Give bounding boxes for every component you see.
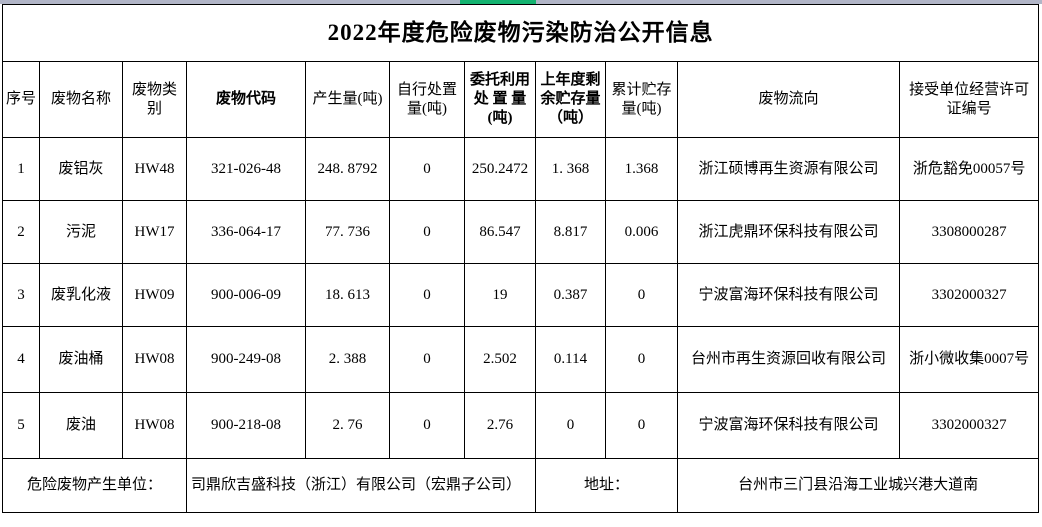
cell-entrusted-amount: 86.547 bbox=[464, 200, 536, 264]
cell-waste-category: HW08 bbox=[122, 326, 187, 393]
cell-produced-amount: 2. 388 bbox=[305, 326, 390, 393]
producer-value: 司鼎欣吉盛科技（浙江）有限公司（宏鼎子公司） bbox=[186, 458, 536, 513]
cell-index: 5 bbox=[2, 392, 40, 459]
cell-waste-flow: 台州市再生资源回收有限公司 bbox=[677, 326, 900, 393]
cell-license-number: 3302000327 bbox=[898, 392, 1040, 459]
table-row: 2 污泥 HW17 336-064-17 77. 736 0 86.547 8.… bbox=[2, 200, 1040, 264]
header-waste-category: 废物类别 bbox=[122, 61, 187, 138]
cell-waste-name: 废乳化液 bbox=[39, 263, 123, 327]
hazardous-waste-table: 2022年度危险废物污染防治公开信息 序号 废物名称 废物类别 废物代码 产生量… bbox=[1, 4, 1040, 513]
cell-entrusted-amount: 250.2472 bbox=[464, 137, 536, 201]
header-index: 序号 bbox=[2, 61, 40, 138]
cell-entrusted-amount: 19 bbox=[464, 263, 536, 327]
cell-license-number: 3308000287 bbox=[898, 200, 1040, 264]
cell-self-disposed-amount: 0 bbox=[389, 263, 465, 327]
cell-self-disposed-amount: 0 bbox=[389, 326, 465, 393]
cell-produced-amount: 18. 613 bbox=[305, 263, 390, 327]
address-label: 地址： bbox=[535, 458, 678, 513]
cell-cumulative-storage: 0 bbox=[605, 263, 678, 327]
header-produced-amount: 产生量(吨) bbox=[305, 61, 390, 138]
scrollbar-thumb bbox=[460, 0, 536, 4]
cell-waste-category: HW48 bbox=[122, 137, 187, 201]
cell-license-number: 浙小微收集0007号 bbox=[898, 326, 1040, 393]
header-self-disposed-amount: 自行处置量(吨) bbox=[389, 61, 465, 138]
cell-waste-flow: 浙江虎鼎环保科技有限公司 bbox=[677, 200, 900, 264]
cell-waste-code: 321-026-48 bbox=[186, 137, 306, 201]
cell-produced-amount: 248. 8792 bbox=[305, 137, 390, 201]
cell-index: 2 bbox=[2, 200, 40, 264]
cell-waste-flow: 浙江硕博再生资源有限公司 bbox=[677, 137, 900, 201]
table-row: 5 废油 HW08 900-218-08 2. 76 0 2.76 0 0 宁波… bbox=[2, 392, 1040, 459]
cell-prev-year-remaining: 0.114 bbox=[535, 326, 606, 393]
cell-license-number: 浙危豁免00057号 bbox=[898, 137, 1040, 201]
cell-entrusted-amount: 2.76 bbox=[464, 392, 536, 459]
cell-waste-flow: 宁波富海环保科技有限公司 bbox=[677, 263, 900, 327]
cell-cumulative-storage: 0 bbox=[605, 392, 678, 459]
cell-license-number: 3302000327 bbox=[898, 263, 1040, 327]
title-row: 2022年度危险废物污染防治公开信息 bbox=[1, 4, 1040, 62]
cell-self-disposed-amount: 0 bbox=[389, 200, 465, 264]
cell-waste-name: 污泥 bbox=[39, 200, 123, 264]
producer-label: 危险废物产生单位： bbox=[2, 458, 187, 513]
cell-waste-category: HW08 bbox=[122, 392, 187, 459]
cell-index: 1 bbox=[2, 137, 40, 201]
cell-waste-name: 废油 bbox=[39, 392, 123, 459]
header-waste-flow: 废物流向 bbox=[677, 61, 900, 138]
cell-self-disposed-amount: 0 bbox=[389, 137, 465, 201]
cell-waste-name: 废铝灰 bbox=[39, 137, 123, 201]
cell-cumulative-storage: 0 bbox=[605, 326, 678, 393]
cell-index: 3 bbox=[2, 263, 40, 327]
table-row: 1 废铝灰 HW48 321-026-48 248. 8792 0 250.24… bbox=[2, 137, 1040, 201]
header-license-number: 接受单位经营许可证编号 bbox=[898, 61, 1040, 138]
header-waste-name: 废物名称 bbox=[39, 61, 123, 138]
cell-index: 4 bbox=[2, 326, 40, 393]
table-row: 4 废油桶 HW08 900-249-08 2. 388 0 2.502 0.1… bbox=[2, 326, 1040, 393]
cell-waste-category: HW17 bbox=[122, 200, 187, 264]
cell-prev-year-remaining: 0.387 bbox=[535, 263, 606, 327]
header-row: 序号 废物名称 废物类别 废物代码 产生量(吨) 自行处置量(吨) 委托利用处 … bbox=[2, 61, 1040, 138]
cell-waste-code: 900-218-08 bbox=[186, 392, 306, 459]
header-cumulative-storage: 累计贮存量(吨) bbox=[605, 61, 678, 138]
cell-prev-year-remaining: 0 bbox=[535, 392, 606, 459]
cell-waste-flow: 宁波富海环保科技有限公司 bbox=[677, 392, 900, 459]
cell-waste-code: 900-006-09 bbox=[186, 263, 306, 327]
cell-produced-amount: 77. 736 bbox=[305, 200, 390, 264]
cell-cumulative-storage: 1.368 bbox=[605, 137, 678, 201]
cell-entrusted-amount: 2.502 bbox=[464, 326, 536, 393]
cell-waste-name: 废油桶 bbox=[39, 326, 123, 393]
header-entrusted-amount: 委托利用处 置 量(吨) bbox=[464, 61, 536, 138]
cell-waste-category: HW09 bbox=[122, 263, 187, 327]
cell-self-disposed-amount: 0 bbox=[389, 392, 465, 459]
header-prev-year-remaining: 上年度剩余贮存量（吨） bbox=[535, 61, 606, 138]
cell-cumulative-storage: 0.006 bbox=[605, 200, 678, 264]
address-value: 台州市三门县沿海工业城兴港大道南 bbox=[676, 458, 1040, 513]
top-edge-strip bbox=[0, 0, 1042, 4]
cell-produced-amount: 2. 76 bbox=[305, 392, 390, 459]
cell-prev-year-remaining: 1. 368 bbox=[535, 137, 606, 201]
cell-prev-year-remaining: 8.817 bbox=[535, 200, 606, 264]
cell-waste-code: 900-249-08 bbox=[186, 326, 306, 393]
header-waste-code: 废物代码 bbox=[186, 61, 306, 138]
cell-waste-code: 336-064-17 bbox=[186, 200, 306, 264]
table-row: 3 废乳化液 HW09 900-006-09 18. 613 0 19 0.38… bbox=[2, 263, 1040, 327]
page-title: 2022年度危险废物污染防治公开信息 bbox=[1, 4, 1040, 62]
footer-row: 危险废物产生单位： 司鼎欣吉盛科技（浙江）有限公司（宏鼎子公司） 地址： 台州市… bbox=[2, 458, 1040, 513]
